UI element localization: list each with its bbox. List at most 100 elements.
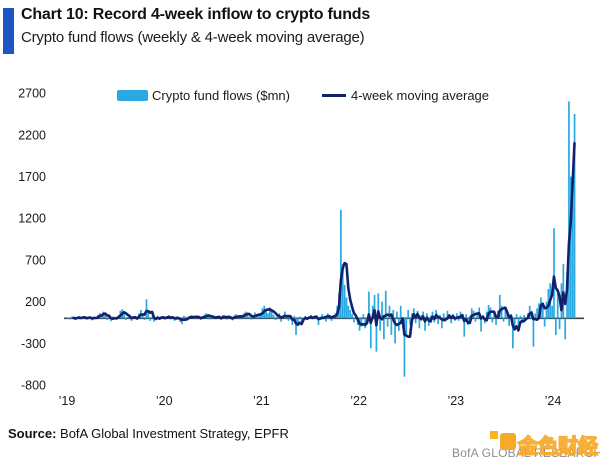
flow-bar [126, 317, 129, 319]
flow-bar [259, 314, 262, 319]
flow-bar [541, 305, 544, 319]
flow-bar [69, 318, 71, 320]
flow-bar [409, 318, 411, 325]
flow-bar [558, 318, 561, 330]
flow-bar [411, 313, 413, 319]
flow-bar [498, 294, 501, 319]
flow-bar [383, 318, 385, 340]
flow-bar [246, 314, 249, 319]
source-text: BofA Global Investment Strategy, EPFR [56, 426, 289, 441]
flow-bar [145, 299, 148, 319]
flow-bar [442, 313, 445, 319]
crypto-flows-chart: 2700220017001200700200-300-800’19’20’21’… [18, 87, 584, 408]
y-tick-label: 200 [25, 295, 46, 309]
x-tick-label: ’23 [447, 394, 464, 408]
flow-bar [424, 318, 426, 331]
flow-bar [543, 318, 546, 327]
flow-bar [104, 314, 107, 319]
flow-bar [512, 318, 514, 349]
flow-bar [330, 318, 333, 321]
flow-bar [373, 294, 376, 319]
flow-bar [293, 315, 296, 319]
y-axis-labels: 2700 2200 1700 1200 700 200 -300 -800 [18, 87, 46, 393]
flow-bar [317, 318, 320, 325]
flow-bar [426, 313, 428, 319]
flow-bar [427, 318, 430, 326]
flow-bar [70, 316, 73, 319]
flow-bar [504, 308, 507, 319]
flow-bar [440, 318, 443, 329]
flow-bar [250, 318, 253, 320]
flow-bar [532, 318, 535, 347]
flow-bar [181, 318, 183, 325]
flow-bar [528, 305, 531, 319]
x-tick-label: ’19 [59, 394, 76, 408]
flow-bar [141, 314, 144, 319]
flow-bar [67, 317, 69, 319]
flow-bar [555, 318, 557, 335]
flow-bar [523, 314, 525, 319]
flow-bar [396, 311, 398, 319]
flow-bar [300, 318, 303, 322]
y-tick-label: 1700 [18, 170, 46, 184]
flow-bar [463, 318, 466, 337]
flow-bar [125, 318, 127, 320]
chart-subtitle: Crypto fund flows (weekly & 4-week movin… [21, 29, 365, 46]
flow-bar [151, 316, 153, 319]
flow-bar [269, 307, 271, 319]
flow-bar [553, 228, 555, 319]
flow-bar [513, 318, 516, 329]
flow-bar [450, 318, 453, 324]
flow-bar [321, 314, 324, 319]
flow-bar [379, 318, 381, 331]
flow-bar [573, 113, 576, 319]
flow-bar [257, 316, 260, 319]
flow-bar [480, 318, 482, 332]
flow-bar [351, 314, 353, 319]
flow-bar [469, 315, 471, 319]
flow-bar [287, 318, 290, 321]
flow-bar [369, 318, 372, 349]
flow-bar [149, 318, 152, 321]
flow-bar [392, 309, 395, 319]
flow-bar [485, 311, 488, 319]
weekly-flow-bars [67, 101, 576, 377]
flow-bar [368, 291, 370, 319]
flow-bar [429, 315, 432, 319]
flow-bar [407, 309, 410, 319]
flow-bar [207, 316, 210, 319]
flow-bar [183, 315, 185, 319]
legend-line-label: 4-week moving average [351, 88, 490, 103]
flow-bar [571, 180, 574, 319]
flow-bar [349, 309, 352, 319]
flow-bar [265, 310, 267, 319]
flow-bar [298, 316, 301, 319]
flow-bar [239, 318, 241, 320]
flow-bar [495, 318, 497, 325]
source-note: Source: BofA Global Investment Strategy,… [8, 426, 289, 441]
flow-bar [291, 318, 294, 325]
flow-bar [341, 264, 344, 319]
flow-bar [123, 313, 125, 319]
flow-bar [100, 315, 103, 319]
flow-bar [500, 305, 503, 319]
flow-bar [209, 318, 211, 320]
flow-bar [377, 293, 380, 319]
flow-bar [568, 101, 570, 319]
flow-bar [248, 316, 251, 319]
flow-bar [405, 318, 408, 335]
flow-bar [474, 318, 477, 322]
flow-bar [130, 318, 133, 321]
flow-bar [437, 318, 439, 325]
flow-bar [569, 176, 572, 319]
flow-bar [340, 209, 342, 319]
flow-bar [399, 305, 402, 319]
flow-bar [508, 318, 510, 326]
flow-bar [347, 305, 350, 319]
flow-bar [491, 318, 494, 323]
y-tick-label: 2700 [18, 87, 46, 101]
flow-bar [433, 318, 436, 323]
flow-bar [110, 318, 112, 322]
flow-bar [556, 293, 559, 319]
